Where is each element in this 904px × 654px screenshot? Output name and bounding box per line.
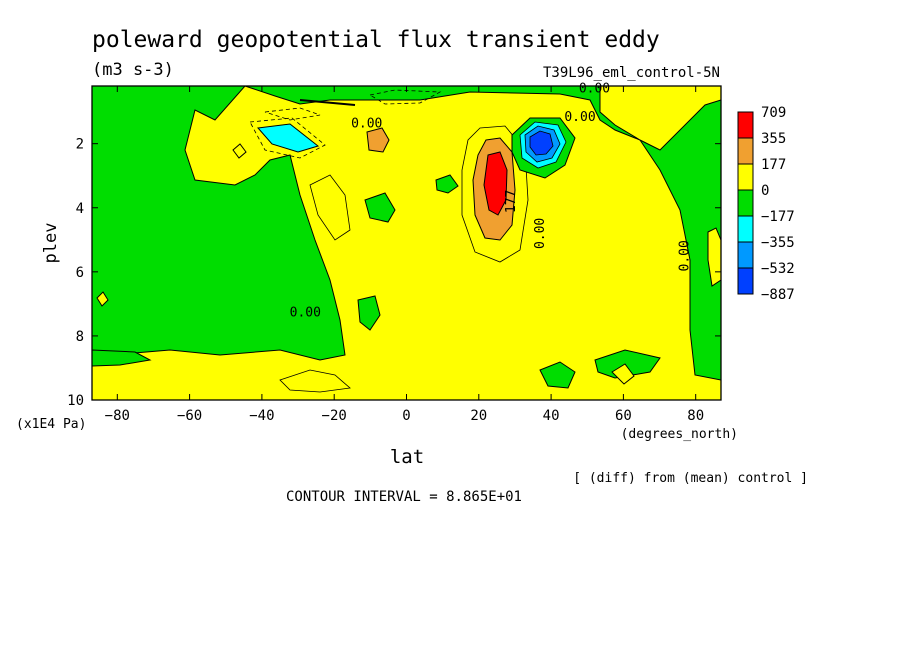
contour-labels: 0.00 0.00 0.00 177 0.00 0.00 0.00 — [290, 81, 693, 320]
x-tick-label: −80 — [105, 408, 130, 424]
negative-island-2 — [435, 174, 459, 194]
x-axis-title: lat — [390, 446, 424, 468]
colorbar-swatch — [737, 189, 754, 217]
positive-core-red — [483, 151, 508, 216]
colorbar-label: −887 — [761, 287, 795, 303]
y-tick-label: 6 — [76, 265, 84, 281]
dataset-label: T39L96_eml_control-5N — [543, 65, 720, 81]
colorbar-label: 709 — [761, 105, 786, 121]
x-tick-label: −40 — [249, 408, 274, 424]
x-tick-label: 60 — [615, 408, 632, 424]
colorbar-label: 0 — [761, 183, 769, 199]
diff-note: [ (diff) from (mean) control ] — [573, 471, 808, 486]
colorbar-swatch — [737, 215, 754, 243]
contour-label: 0.00 — [533, 218, 548, 249]
thick-contour-top — [299, 99, 356, 106]
y-tick-label: 8 — [76, 329, 84, 345]
y-tick-label: 2 — [76, 137, 84, 153]
y-tick-label: 4 — [76, 201, 84, 217]
contour-field — [92, 86, 721, 400]
y-axis: 2 4 6 8 10 — [67, 137, 721, 409]
contour-label: 0.00 — [677, 240, 692, 271]
negative-patch-cyan — [257, 123, 320, 153]
colorbar-label: −177 — [761, 209, 795, 225]
contour-label: 0.00 — [351, 117, 382, 132]
y-axis-units: (x1E4 Pa) — [16, 417, 86, 432]
contour-label: 0.00 — [579, 81, 610, 96]
negative-island-5 — [594, 349, 661, 379]
x-tick-label: 40 — [543, 408, 560, 424]
colorbar: 709 355 177 0 −177 −355 −532 −887 — [737, 105, 795, 303]
contour-interval: CONTOUR INTERVAL = 8.865E+01 — [286, 489, 522, 505]
x-tick-label: 80 — [687, 408, 704, 424]
colorbar-swatch — [737, 163, 754, 191]
colorbar-swatch — [737, 111, 754, 139]
chart-units: (m3 s-3) — [92, 60, 174, 80]
positive-patch-orange — [366, 127, 390, 153]
colorbar-swatch — [737, 241, 754, 269]
thin-contour-2 — [279, 369, 351, 393]
x-axis-units: (degrees_north) — [621, 427, 738, 442]
y-tick-label: 10 — [67, 393, 84, 409]
colorbar-swatch — [737, 137, 754, 165]
negative-core-blue — [529, 130, 554, 156]
colorbar-label: −532 — [761, 261, 795, 277]
x-axis: −80 −60 −40 −20 0 20 40 60 80 — [105, 86, 704, 424]
y-axis-title: plev — [41, 223, 61, 264]
chart-title: poleward geopotential flux transient edd… — [92, 27, 660, 53]
negative-island-3 — [357, 295, 381, 331]
negative-dash-top-right — [368, 89, 442, 105]
negative-island-4 — [92, 349, 152, 367]
x-tick-label: 20 — [470, 408, 487, 424]
colorbar-label: −355 — [761, 235, 795, 251]
x-tick-label: −20 — [322, 408, 347, 424]
thin-contour-1 — [309, 174, 351, 241]
colorbar-swatch — [737, 267, 754, 295]
contour-label: 0.00 — [290, 306, 321, 321]
contour-label: 0.00 — [564, 110, 595, 125]
x-tick-label: 0 — [402, 408, 410, 424]
positive-patch-1 — [611, 363, 635, 385]
contour-label: 177 — [504, 190, 519, 213]
positive-patch-2 — [96, 291, 109, 307]
negative-island-1 — [364, 192, 396, 223]
negative-island-6 — [539, 361, 576, 389]
colorbar-label: 177 — [761, 157, 786, 173]
x-tick-label: −60 — [177, 408, 202, 424]
positive-patch-4 — [232, 143, 247, 159]
colorbar-label: 355 — [761, 131, 786, 147]
positive-region-east — [599, 86, 721, 151]
negative-dash-top — [264, 107, 321, 121]
